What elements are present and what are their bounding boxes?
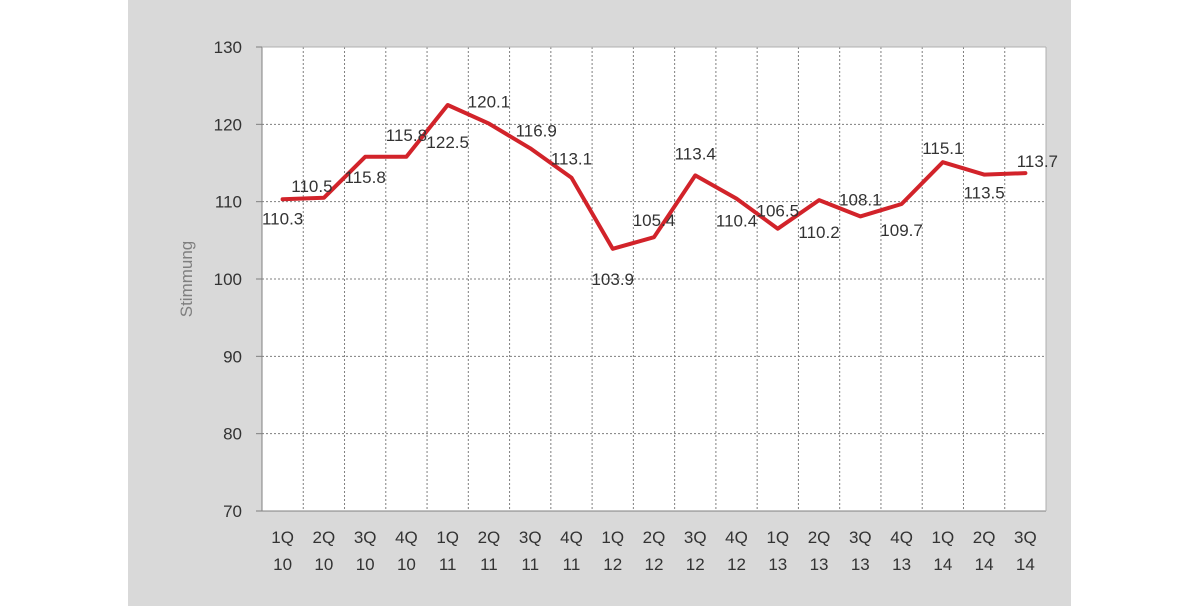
x-tick-label-year: 14 [975,555,994,574]
x-tick-label-year: 12 [603,555,622,574]
data-label: 106.5 [757,202,800,221]
x-tick-label-year: 14 [933,555,952,574]
x-tick-label-quarter: 1Q [436,528,459,547]
data-label: 115.1 [922,139,963,158]
data-label: 115.8 [386,126,427,145]
x-tick-label-year: 10 [397,555,416,574]
y-tick-label: 120 [214,115,242,134]
x-tick-label-quarter: 2Q [808,528,831,547]
data-label: 115.8 [345,168,386,187]
data-label: 113.1 [551,150,592,169]
data-label: 116.9 [516,121,557,140]
x-tick-label-quarter: 4Q [725,528,748,547]
y-tick-label: 90 [223,347,242,366]
x-tick-label-year: 11 [439,555,457,574]
y-tick-label: 130 [214,38,242,57]
x-tick-label-year: 11 [563,555,581,574]
data-label: 109.7 [880,221,923,240]
x-tick-label-year: 11 [480,555,498,574]
y-tick-label: 110 [215,193,242,212]
data-label: 105.4 [633,211,676,230]
data-label: 120.1 [468,93,511,112]
x-tick-label-year: 12 [686,555,705,574]
x-tick-label-quarter: 1Q [931,528,954,547]
x-tick-label-quarter: 3Q [1014,528,1037,547]
data-label: 113.7 [1017,152,1058,171]
x-tick-label-year: 14 [1016,555,1035,574]
x-tick-label-year: 10 [356,555,375,574]
x-tick-label-year: 10 [273,555,292,574]
series-line [280,103,1028,251]
x-tick-label-quarter: 2Q [973,528,996,547]
x-tick-label-quarter: 4Q [890,528,913,547]
x-tick-label-year: 13 [892,555,911,574]
data-label: 122.5 [426,133,469,152]
data-label: 103.9 [591,270,634,289]
x-tick-label-quarter: 2Q [313,528,336,547]
x-tick-label-year: 12 [727,555,746,574]
x-tick-label-quarter: 2Q [643,528,666,547]
x-tick-label-quarter: 3Q [849,528,872,547]
x-tick-label-year: 13 [768,555,787,574]
data-label: 113.4 [675,144,716,163]
x-tick-label-quarter: 3Q [354,528,377,547]
x-tick-label-quarter: 1Q [601,528,624,547]
data-label: 110.2 [798,223,839,242]
x-tick-label-quarter: 3Q [684,528,707,547]
x-tick-label-quarter: 2Q [478,528,501,547]
data-label: 110.5 [291,177,332,196]
data-label: 108.1 [839,190,882,209]
x-tick-label-year: 13 [851,555,870,574]
y-tick-label: 70 [223,502,242,521]
x-tick-label-year: 10 [314,555,333,574]
x-tick-label-quarter: 3Q [519,528,542,547]
data-label: 110.3 [262,209,303,228]
x-tick-label-quarter: 1Q [766,528,789,547]
y-tick-label: 80 [223,425,242,444]
y-tick-label: 100 [214,270,242,289]
y-axis-title: Stimmung [177,241,196,318]
data-label: 113.5 [963,184,1004,203]
x-tick-label-quarter: 4Q [395,528,418,547]
x-tick-label-year: 12 [645,555,664,574]
data-label: 110.4 [716,212,757,231]
x-tick-label-year: 13 [810,555,829,574]
x-tick-label-quarter: 4Q [560,528,583,547]
x-tick-label-year: 11 [521,555,539,574]
x-tick-label-quarter: 1Q [271,528,294,547]
